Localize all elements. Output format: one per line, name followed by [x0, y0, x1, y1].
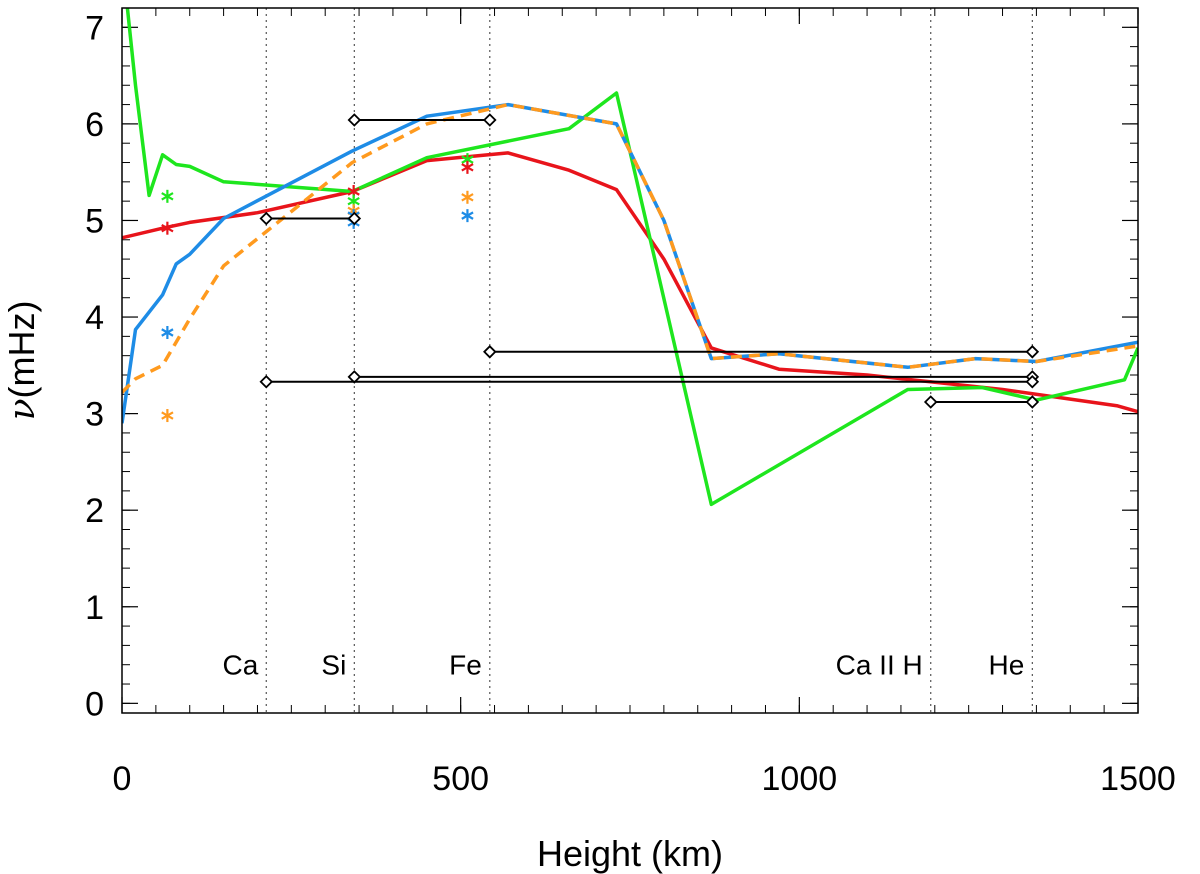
star-marker-orange: [461, 190, 474, 204]
y-tick-labels: 0 1 2 3 4 5 6 7: [85, 9, 104, 723]
range-bar-diamond-end: [483, 113, 497, 127]
range-bar-diamond-end: [1025, 345, 1040, 359]
range-bar-2: [483, 345, 1040, 359]
range-bar-4: [259, 374, 1040, 389]
y-axis-unit: (mHz): [1, 301, 42, 399]
y-tick-label-2: 2: [85, 492, 104, 530]
series-line-red: [122, 151, 1138, 414]
star-stroke: [461, 155, 474, 164]
star-stroke: [461, 163, 474, 172]
star-stroke: [461, 211, 474, 220]
star-stroke: [347, 187, 360, 196]
range-bar-1: [259, 211, 362, 226]
guide-label-2: Fe: [449, 649, 482, 680]
star-marker-green: [161, 189, 174, 203]
y-axis-symbol: ν: [2, 399, 43, 421]
guide-label-1: Si: [321, 649, 346, 680]
x-axis-title: Height (km): [537, 833, 723, 874]
y-tick-label-4: 4: [85, 299, 104, 337]
y-axis-title: ν(mHz): [1, 301, 43, 421]
range-bar-diamond-start: [483, 345, 497, 359]
range-bar-0: [347, 113, 497, 127]
height-range-bars: [259, 113, 1040, 409]
star-stroke: [161, 328, 174, 337]
x-tick-label-2: 1000: [762, 760, 838, 798]
star-stroke: [161, 192, 174, 201]
y-tick-label-1: 1: [85, 589, 104, 627]
plot-frame: [121, 7, 1139, 714]
range-bar-diamond-start: [923, 395, 938, 409]
series-line-orange: [122, 102, 1138, 394]
range-bar-diamond-start: [347, 113, 362, 127]
range-bar-diamond-start: [259, 211, 274, 226]
star-marker-orange: [161, 409, 174, 423]
star-stroke: [161, 411, 174, 420]
y-tick-label-5: 5: [85, 202, 104, 240]
guide-label-0: Ca: [222, 649, 258, 680]
x-tick-label-0: 0: [113, 760, 132, 798]
range-bar-diamond-start: [259, 374, 274, 389]
series-line-green: [125, 8, 1138, 507]
spectral-line-labels: Ca Si Fe Ca II H He: [222, 649, 1024, 680]
range-bar-diamond-end: [347, 211, 362, 226]
star-stroke: [161, 223, 174, 233]
star-marker-blue: [461, 209, 474, 223]
y-tick-label-0: 0: [85, 685, 104, 723]
range-bar-diamond-end: [1025, 395, 1040, 409]
guide-label-4: He: [989, 649, 1025, 680]
x-tick-label-1: 500: [432, 760, 489, 798]
range-bar-5: [923, 395, 1040, 409]
star-stroke: [347, 196, 360, 206]
x-tick-labels: 0 500 1000 1500: [113, 760, 1176, 798]
y-tick-label-6: 6: [85, 106, 104, 144]
x-tick-label-3: 1500: [1100, 760, 1176, 798]
star-marker-blue: [161, 325, 174, 339]
star-marker-red: [161, 221, 174, 235]
data-series: [122, 8, 1138, 507]
star-marker-red: [461, 160, 474, 174]
star-stroke: [461, 193, 474, 202]
y-tick-label-7: 7: [85, 9, 104, 47]
range-bar-diamond-end: [1025, 374, 1040, 389]
guide-label-3: Ca II H: [836, 649, 923, 680]
y-tick-label-3: 3: [85, 396, 104, 434]
